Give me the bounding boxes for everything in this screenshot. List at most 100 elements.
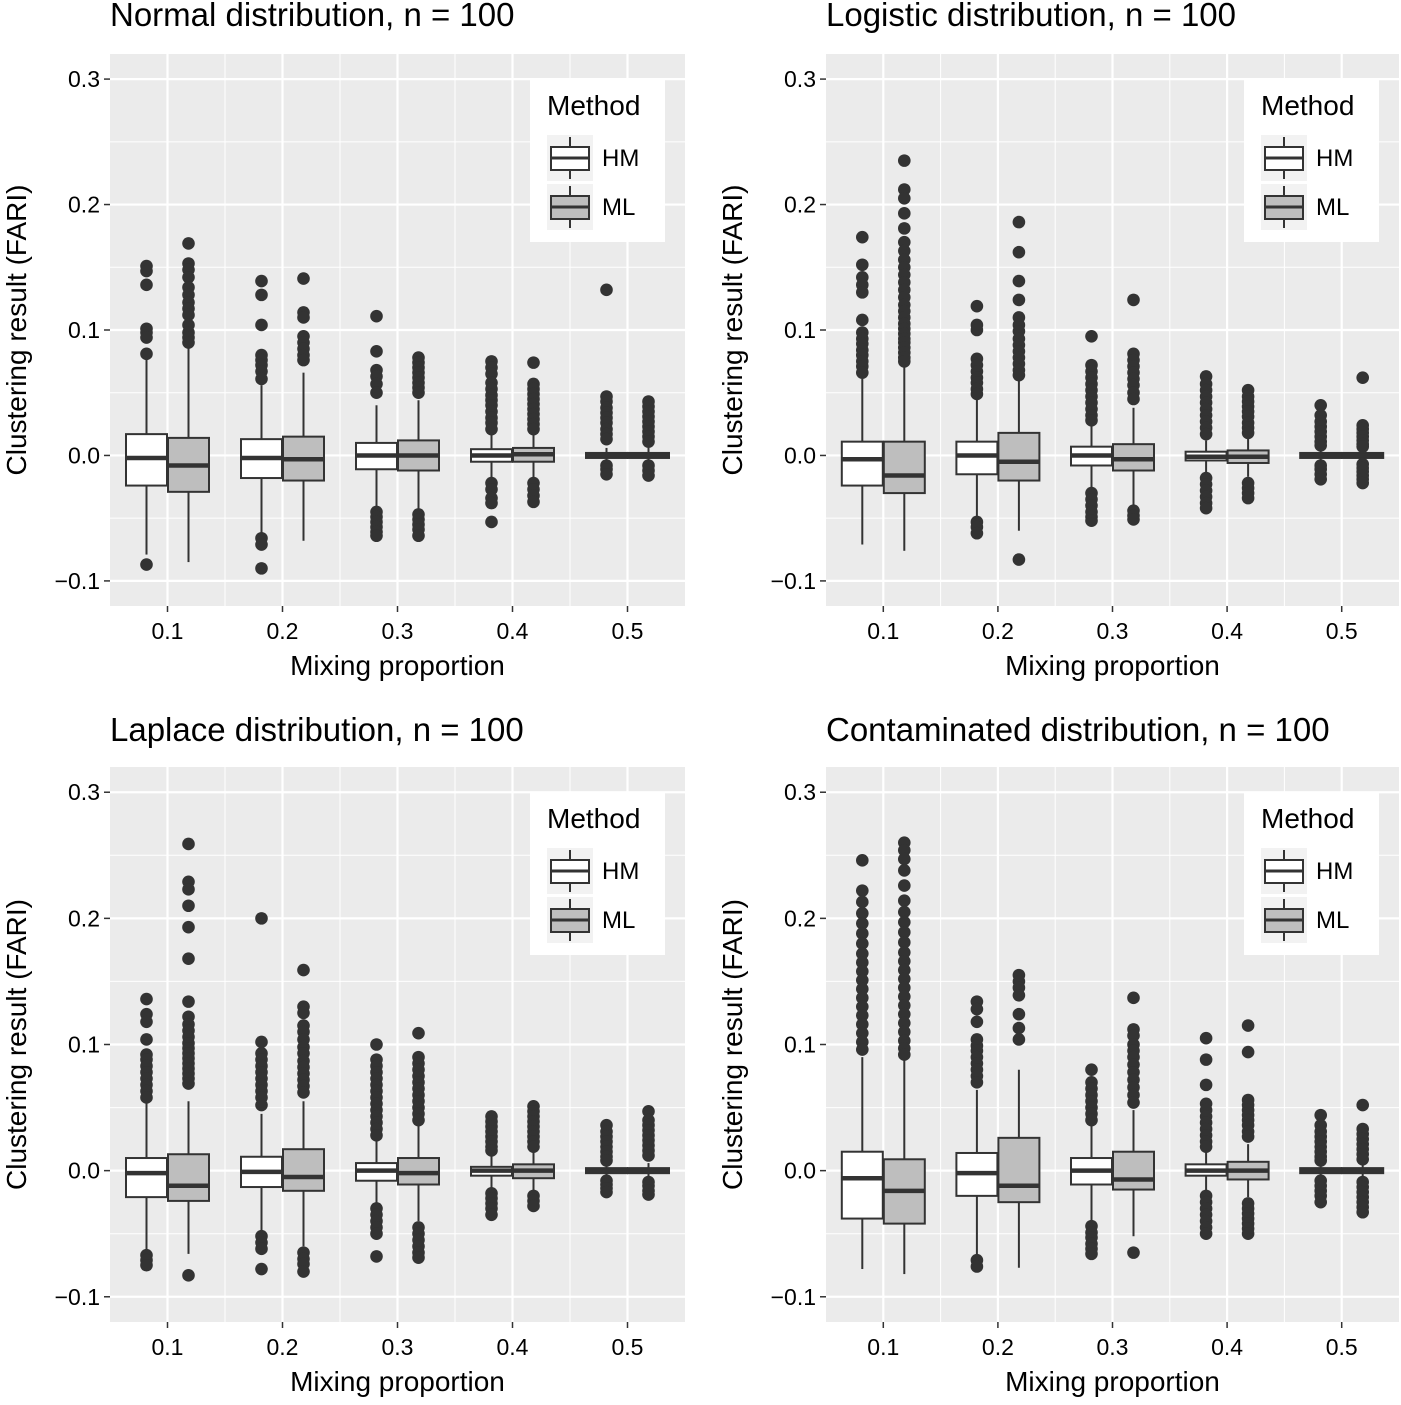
outlier-point <box>898 852 911 866</box>
x-tick-label: 0.4 <box>497 1334 529 1360</box>
box-HM-0.4 <box>470 355 513 529</box>
outlier-point <box>898 191 911 205</box>
outlier-point <box>1127 1029 1140 1042</box>
outlier-point <box>1356 1098 1369 1112</box>
outlier-point <box>898 879 911 892</box>
outlier-point <box>898 207 911 220</box>
outlier-point <box>898 905 911 919</box>
outlier-point <box>1199 1140 1213 1153</box>
outlier-point <box>1241 1045 1255 1059</box>
outlier-point <box>140 992 153 1006</box>
legend-label: ML <box>1316 907 1349 934</box>
legend-key-HM: HM <box>547 848 639 894</box>
outlier-point <box>182 952 195 966</box>
outlier-point <box>1012 368 1026 382</box>
outlier-point <box>1199 1031 1213 1045</box>
box-ML-0.4 <box>512 1100 555 1213</box>
outlier-point <box>898 981 911 995</box>
x-tick-label: 0.2 <box>267 618 299 644</box>
outlier-point <box>970 1002 984 1016</box>
outlier-point <box>1085 1113 1098 1127</box>
chart-title: Contaminated distribution, n = 100 <box>826 711 1330 748</box>
legend-label: ML <box>602 907 635 934</box>
box-ML-0.3 <box>397 1026 440 1264</box>
legend: Method HM ML <box>530 80 665 242</box>
panel-1: −0.10.00.10.20.30.1 0.2 0.3 0.4 0.5MethodHMM… <box>1 0 685 681</box>
outlier-point <box>898 999 911 1012</box>
outlier-point <box>642 435 655 448</box>
outlier-point <box>1314 1195 1327 1209</box>
outlier-point <box>255 274 268 288</box>
outlier-point <box>485 515 498 529</box>
box-ML-0.4 <box>512 356 555 509</box>
outlier-point <box>255 372 268 386</box>
outlier-point <box>970 1076 984 1089</box>
outlier-point <box>485 367 498 381</box>
legend: Method HM ML <box>1244 80 1379 242</box>
legend-key-ML: ML <box>1261 184 1349 230</box>
y-tick-label: 0.0 <box>68 442 100 468</box>
box-iqr <box>840 1150 884 1220</box>
box-ML-0.2 <box>997 215 1041 566</box>
y-tick-label: 0.2 <box>68 192 100 218</box>
box-HM-0.5 <box>1299 1108 1343 1209</box>
x-tick-label: 0.5 <box>1326 1334 1358 1360</box>
outlier-point <box>898 915 911 929</box>
outlier-point <box>1241 1019 1255 1032</box>
outlier-point <box>898 894 911 908</box>
x-tick-label: 0.3 <box>382 618 414 644</box>
y-tick-label: 0.2 <box>784 905 816 931</box>
outlier-point <box>600 1154 613 1167</box>
outlier-point <box>527 495 540 509</box>
outlier-point <box>1356 1205 1369 1219</box>
outlier-point <box>1356 476 1369 490</box>
legend-label: HM <box>1316 858 1353 885</box>
outlier-point <box>370 529 383 543</box>
outlier-point <box>1314 1108 1327 1122</box>
outlier-point <box>485 1144 498 1157</box>
outlier-point <box>1356 1152 1369 1166</box>
legend: Method HM ML <box>530 793 665 955</box>
x-tick-label: 0.5 <box>1326 618 1358 644</box>
outlier-point <box>140 264 153 278</box>
x-axis-label: Mixing proportion <box>290 650 505 681</box>
outlier-point <box>856 907 869 920</box>
outlier-point <box>140 278 153 292</box>
box-ML-0.3 <box>1112 991 1155 1259</box>
outlier-point <box>527 1140 540 1153</box>
outlier-point <box>527 422 540 436</box>
box-HM-0.5 <box>585 1118 628 1199</box>
outlier-point <box>140 1258 153 1272</box>
box-ML-0.1 <box>167 837 210 1282</box>
box-HM-0.3 <box>1070 329 1113 527</box>
y-tick-label: 0.3 <box>68 66 100 92</box>
box-iqr <box>997 431 1041 482</box>
x-tick-label: 0.3 <box>1097 618 1129 644</box>
series-ML <box>882 154 1385 566</box>
outlier-point <box>898 222 911 235</box>
outlier-point <box>297 353 310 367</box>
y-tick-label: −0.1 <box>771 1284 816 1310</box>
outlier-point <box>856 965 869 978</box>
outlier-point <box>1199 1078 1213 1092</box>
outlier-point <box>856 973 869 987</box>
y-tick-label: −0.1 <box>771 568 816 594</box>
y-axis-label: Clustering result (FARI) <box>717 185 748 476</box>
legend-label: ML <box>1316 194 1349 221</box>
outlier-point <box>1012 274 1026 288</box>
outlier-point <box>255 1262 268 1276</box>
box-iqr <box>955 440 999 476</box>
outlier-point <box>412 1251 425 1264</box>
panel-3: −0.10.00.10.20.30.1 0.2 0.3 0.4 0.5MethodHMM… <box>1 711 685 1397</box>
box-ML-0.2 <box>282 272 325 541</box>
x-tick-label: 0.2 <box>982 1334 1014 1360</box>
y-tick-label: 0.1 <box>68 1032 100 1058</box>
outlier-point <box>140 1033 153 1046</box>
outlier-point <box>412 1113 425 1127</box>
outlier-point <box>1199 427 1213 441</box>
box-iqr <box>125 1157 168 1199</box>
outlier-point <box>1085 514 1098 527</box>
x-axis-label: Mixing proportion <box>1005 1366 1220 1397</box>
y-tick-label: 0.1 <box>784 317 816 343</box>
